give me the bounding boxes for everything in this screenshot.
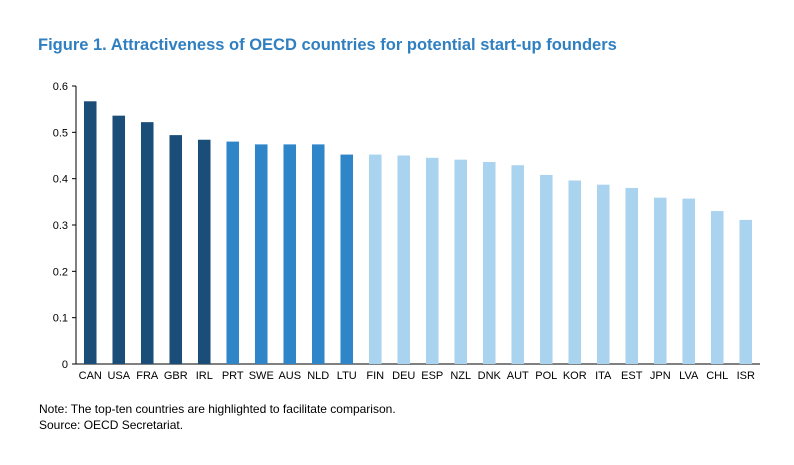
bar-can bbox=[83, 101, 97, 364]
bar-lva bbox=[682, 198, 696, 364]
bar-swe bbox=[254, 144, 268, 364]
bar-ita bbox=[596, 184, 610, 364]
x-tick-label: GBR bbox=[164, 370, 188, 382]
bar-chl bbox=[710, 211, 724, 364]
x-tick-label: IRL bbox=[196, 370, 213, 382]
x-tick-label: POL bbox=[535, 370, 557, 382]
y-tick-label: 0.5 bbox=[53, 127, 68, 139]
y-tick-label: 0 bbox=[62, 359, 68, 371]
bar-pol bbox=[539, 174, 553, 364]
x-axis-labels: CAN USA FRA GBR IRL PRT SWE AUS NLD LTU FIN DEU ESP N… bbox=[79, 370, 755, 382]
bar-aus bbox=[283, 144, 297, 364]
bar-dnk bbox=[482, 161, 496, 364]
x-tick-label: PRT bbox=[222, 370, 244, 382]
bar-est bbox=[625, 187, 639, 364]
y-tick-label: 0.1 bbox=[53, 313, 68, 325]
x-tick-label: ITA bbox=[595, 370, 612, 382]
y-tick-label: 0.6 bbox=[53, 81, 68, 93]
x-tick-label: ISR bbox=[737, 370, 755, 382]
x-tick-label: LTU bbox=[337, 370, 357, 382]
x-tick-label: DNK bbox=[478, 370, 502, 382]
x-tick-label: DEU bbox=[392, 370, 415, 382]
x-tick-label: NLD bbox=[307, 370, 329, 382]
x-tick-label: NZL bbox=[450, 370, 471, 382]
x-tick-label: FRA bbox=[136, 370, 159, 382]
bar-fin bbox=[368, 154, 382, 364]
x-tick-label: KOR bbox=[563, 370, 587, 382]
bar-deu bbox=[397, 155, 411, 364]
bar-jpn bbox=[653, 197, 667, 364]
x-tick-label: JPN bbox=[650, 370, 671, 382]
x-tick-label: CAN bbox=[79, 370, 102, 382]
x-tick-label: AUT bbox=[507, 370, 529, 382]
bar-gbr bbox=[169, 135, 183, 364]
chart-source: Source: OECD Secretariat. bbox=[39, 418, 184, 432]
bar-aut bbox=[511, 165, 525, 364]
x-tick-label: LVA bbox=[679, 370, 699, 382]
x-tick-label: SWE bbox=[249, 370, 274, 382]
bar-nzl bbox=[454, 159, 468, 364]
bar-isr bbox=[739, 219, 753, 364]
x-tick-label: CHL bbox=[706, 370, 728, 382]
bars bbox=[83, 101, 753, 364]
y-tick-label: 0.4 bbox=[53, 174, 68, 186]
y-tick-label: 0.3 bbox=[53, 220, 68, 232]
x-tick-label: EST bbox=[621, 370, 643, 382]
chart-title: Figure 1. Attractiveness of OECD countri… bbox=[38, 36, 617, 54]
y-axis: 0 0.1 0.2 0.3 0.4 0.5 0.6 bbox=[53, 81, 760, 371]
bar-irl bbox=[197, 139, 211, 364]
bar-esp bbox=[425, 157, 439, 364]
bar-fra bbox=[140, 122, 154, 364]
bar-ltu bbox=[340, 154, 354, 364]
bar-prt bbox=[226, 141, 240, 364]
y-tick-label: 0.2 bbox=[53, 266, 68, 278]
chart-note: Note: The top-ten countries are highligh… bbox=[39, 402, 396, 416]
x-tick-label: FIN bbox=[366, 370, 384, 382]
bar-usa bbox=[112, 115, 126, 364]
bar-nld bbox=[311, 144, 325, 364]
x-tick-label: AUS bbox=[278, 370, 301, 382]
x-tick-label: ESP bbox=[421, 370, 443, 382]
x-tick-label: USA bbox=[107, 370, 130, 382]
bar-kor bbox=[568, 180, 582, 364]
